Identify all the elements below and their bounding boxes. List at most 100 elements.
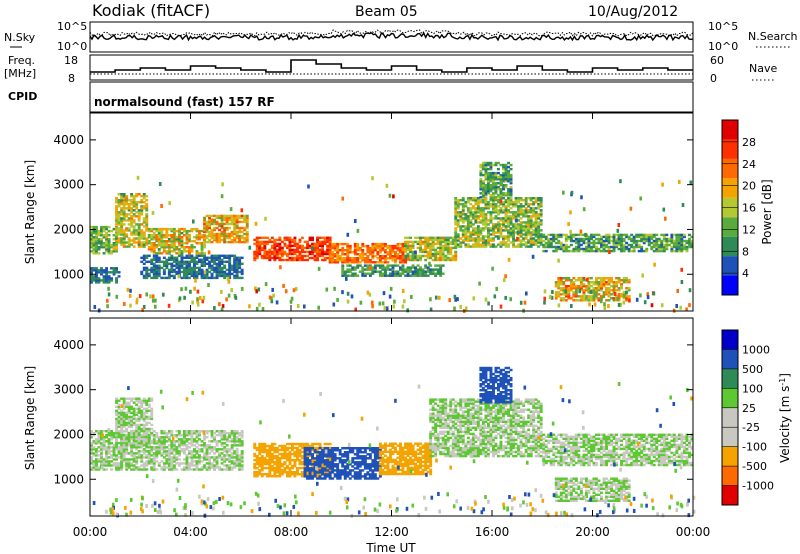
power-cell bbox=[441, 236, 445, 240]
velocity-cell bbox=[127, 397, 131, 400]
velocity-cell bbox=[125, 450, 129, 453]
velocity-cell bbox=[97, 438, 101, 441]
power-cell bbox=[620, 237, 624, 241]
power-cell bbox=[487, 171, 490, 175]
velocity-cell bbox=[235, 454, 239, 457]
power-cell bbox=[421, 270, 425, 274]
power-cell bbox=[175, 248, 179, 251]
power-cell bbox=[637, 235, 641, 239]
velocity-cell bbox=[142, 397, 146, 400]
power-cell bbox=[474, 237, 478, 240]
power-cell bbox=[559, 279, 563, 282]
power-cell bbox=[582, 233, 586, 237]
power-cell bbox=[406, 248, 410, 252]
velocity-cell bbox=[90, 452, 93, 455]
velocity-cell bbox=[115, 399, 119, 402]
power-cell bbox=[439, 236, 443, 240]
power-cell bbox=[188, 272, 191, 276]
velocity-cell bbox=[233, 432, 237, 435]
power-cell bbox=[90, 238, 93, 241]
power-cell bbox=[527, 225, 531, 228]
power-cell bbox=[333, 261, 337, 264]
power-cell bbox=[208, 216, 212, 220]
power-cell bbox=[233, 240, 237, 244]
power-cell bbox=[195, 274, 199, 278]
velocity-cell bbox=[175, 448, 179, 451]
power-cell bbox=[273, 238, 277, 242]
velocity-cell bbox=[170, 440, 174, 443]
power-cell bbox=[557, 241, 561, 245]
velocity-cell bbox=[137, 425, 141, 429]
power-cell bbox=[502, 178, 506, 181]
power-cell bbox=[180, 238, 184, 241]
power-cell bbox=[286, 244, 289, 248]
power-cell bbox=[147, 229, 151, 233]
power-cell bbox=[356, 264, 360, 267]
power-cell bbox=[514, 211, 518, 214]
power-cell bbox=[414, 270, 418, 273]
power-cell bbox=[537, 229, 541, 232]
power-cell bbox=[366, 244, 370, 248]
power-cell bbox=[177, 231, 181, 235]
power-cell bbox=[497, 175, 500, 179]
velocity-cell bbox=[175, 450, 179, 453]
power-cell bbox=[562, 243, 566, 247]
velocity-cell bbox=[228, 440, 232, 443]
power-cell bbox=[389, 255, 392, 258]
power-cell bbox=[466, 227, 470, 230]
velocity-cell bbox=[92, 468, 96, 471]
power-cell bbox=[238, 216, 242, 220]
velocity-cell bbox=[170, 444, 174, 447]
velocity-cell bbox=[162, 436, 166, 439]
velocity-cell bbox=[155, 440, 159, 443]
velocity-cell bbox=[117, 456, 121, 459]
power-cell bbox=[245, 230, 249, 234]
power-cell bbox=[157, 244, 161, 247]
power-cell bbox=[492, 227, 495, 230]
power-cell bbox=[175, 272, 179, 276]
power-cell bbox=[130, 223, 134, 226]
power-cell bbox=[592, 281, 596, 284]
power-cell bbox=[228, 258, 232, 262]
velocity-cell bbox=[92, 442, 96, 445]
power-cell bbox=[147, 254, 151, 258]
power-cell bbox=[612, 241, 616, 245]
power-cell bbox=[679, 305, 682, 310]
power-cell bbox=[140, 231, 144, 234]
power-cell bbox=[554, 293, 558, 296]
power-cell bbox=[557, 235, 561, 239]
power-cell bbox=[353, 274, 357, 277]
velocity-cell bbox=[155, 446, 159, 449]
power-cell bbox=[190, 256, 194, 260]
velocity-cell bbox=[195, 430, 199, 433]
power-cell bbox=[328, 253, 332, 256]
power-cell bbox=[298, 254, 302, 258]
power-cell bbox=[273, 252, 277, 256]
velocity-cell bbox=[117, 466, 121, 469]
power-cell bbox=[258, 244, 262, 248]
power-cell bbox=[265, 252, 269, 256]
power-cell bbox=[593, 302, 597, 307]
power-cell bbox=[469, 233, 473, 236]
velocity-cell bbox=[185, 438, 189, 441]
power-cell bbox=[502, 235, 505, 238]
power-cell bbox=[559, 299, 563, 302]
power-cell bbox=[557, 283, 561, 286]
power-cell bbox=[587, 287, 591, 290]
velocity-cell bbox=[210, 430, 214, 433]
power-cell bbox=[494, 192, 498, 195]
power-cell bbox=[195, 229, 199, 233]
power-cell bbox=[336, 253, 340, 256]
power-cell bbox=[225, 260, 229, 264]
power-cell bbox=[311, 256, 315, 260]
velocity-cell bbox=[137, 423, 141, 427]
velocity-cell bbox=[210, 448, 214, 451]
power-cell bbox=[539, 219, 543, 222]
power-cell bbox=[175, 246, 179, 249]
power-cell bbox=[414, 268, 418, 271]
velocity-cell bbox=[137, 452, 141, 455]
power-cell bbox=[162, 246, 166, 249]
power-cell bbox=[434, 254, 438, 258]
power-cell bbox=[361, 266, 365, 269]
power-cell bbox=[225, 228, 229, 232]
